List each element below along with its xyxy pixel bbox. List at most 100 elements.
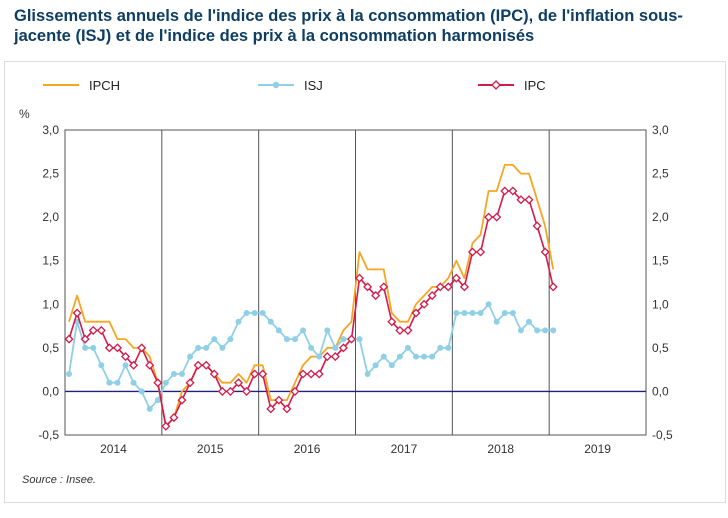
isj-point: [90, 344, 97, 351]
isj-point: [195, 344, 202, 351]
ipc-point: [411, 308, 421, 318]
ipc-point: [403, 325, 413, 335]
ipc-point: [290, 386, 300, 396]
isj-point: [154, 397, 161, 404]
y-tick-label: 1,0: [42, 297, 59, 311]
ipc-point: [242, 386, 252, 396]
isj-point: [517, 327, 524, 334]
x-tick-label: 2016: [294, 442, 321, 456]
ipc-point: [516, 195, 526, 205]
ipc-point: [266, 404, 276, 414]
y-unit-label: %: [19, 107, 30, 121]
isj-point: [66, 371, 73, 377]
x-tick-label: 2017: [391, 442, 418, 456]
ipc-point: [548, 282, 558, 292]
ipc-point: [443, 282, 453, 292]
ipc-point: [322, 352, 332, 362]
ipc-point: [233, 378, 244, 388]
legend-label-ipc: IPC: [524, 78, 546, 93]
y-tick-label-right: 1,0: [652, 297, 669, 311]
legend-marker-ipc: [491, 80, 501, 90]
isj-point: [162, 379, 169, 386]
isj-point: [267, 318, 274, 325]
y-tick-label-right: 0,0: [652, 384, 669, 398]
y-tick-label-right: 1,5: [652, 254, 669, 268]
line-chart: IPCH ISJ IPC % 2014 2015 2016 2017 2018 2019 3,0…: [19, 78, 673, 486]
y-tick-label: 2,0: [42, 210, 59, 224]
isj-point: [235, 318, 242, 325]
chart-title: Glissements annuels de l'indice des prix…: [14, 7, 683, 45]
isj-point: [469, 310, 476, 316]
isj-point: [316, 353, 323, 360]
y-tick-label-right: 2,0: [652, 210, 669, 224]
isj-point: [421, 353, 428, 360]
isj-point: [243, 310, 250, 316]
isj-point: [138, 388, 145, 395]
isj-point: [396, 353, 403, 360]
ipc-point: [476, 247, 486, 257]
legend-label-ipch: IPCH: [89, 78, 120, 93]
isj-point: [106, 379, 113, 386]
isj-point: [437, 344, 444, 351]
ipc-point: [137, 343, 147, 353]
isj-point: [485, 301, 492, 308]
isj-point: [130, 379, 137, 386]
isj-point: [283, 336, 290, 343]
ipc-point: [153, 378, 163, 388]
isj-point: [388, 362, 395, 369]
y-tick-label: 0,0: [42, 384, 59, 398]
ipc-point: [145, 360, 155, 370]
ipc-point: [387, 317, 397, 327]
isj-point: [404, 344, 411, 351]
x-tick-label: 2015: [197, 442, 224, 456]
ipc-point: [72, 308, 82, 318]
ipc-point: [193, 360, 203, 370]
ipc-point: [330, 352, 340, 362]
isj-point: [300, 327, 307, 334]
ipc-point: [274, 395, 284, 405]
y-tick-label-right: -0,5: [652, 428, 673, 442]
isj-point: [525, 318, 532, 325]
isj-point: [203, 344, 210, 351]
y-tick-label-right: 0,5: [652, 341, 669, 355]
y-tick-label: -0,5: [38, 428, 59, 442]
ipc-point: [169, 413, 179, 423]
ipc-point: [298, 369, 308, 379]
isj-point: [275, 327, 282, 334]
y-tick-label: 1,5: [42, 254, 59, 268]
ipc-point: [306, 369, 316, 379]
isj-point: [542, 327, 549, 334]
isj-point: [251, 310, 258, 316]
isj-point: [211, 336, 218, 343]
isj-point: [170, 371, 177, 377]
isj-point: [324, 327, 331, 334]
ipc-point: [250, 369, 260, 379]
series-line-ipch: [68, 164, 555, 428]
isj-point: [82, 344, 89, 351]
ipc-point: [379, 282, 389, 292]
ipc-point: [112, 343, 122, 353]
isj-point: [509, 310, 516, 316]
isj-point: [461, 310, 468, 316]
ipc-point: [435, 282, 445, 292]
ipc-point: [524, 195, 534, 205]
isj-point: [179, 371, 186, 377]
ipc-point: [314, 369, 324, 379]
ipc-point: [346, 334, 356, 344]
ipc-point: [338, 343, 348, 353]
ipc-point: [217, 386, 227, 396]
isj-point: [364, 371, 371, 377]
ipc-point: [80, 334, 90, 344]
isj-point: [493, 318, 500, 325]
chart-frame: IPCH ISJ IPC % 2014 2015 2016 2017 2018 2019 3,0…: [4, 61, 726, 503]
ipc-point: [492, 212, 502, 222]
axes: 2014 2015 2016 2017 2018 2019 3,0 3,0 2,5 2,5 2,0 2…: [38, 123, 673, 456]
ipc-point: [532, 221, 542, 231]
isj-point: [413, 353, 420, 360]
ipc-point: [459, 282, 469, 292]
ipc-point: [363, 282, 373, 292]
y-tick-label: 3,0: [42, 123, 59, 137]
isj-point: [114, 379, 121, 386]
x-tick-label: 2014: [100, 442, 127, 456]
isj-point: [291, 336, 298, 343]
